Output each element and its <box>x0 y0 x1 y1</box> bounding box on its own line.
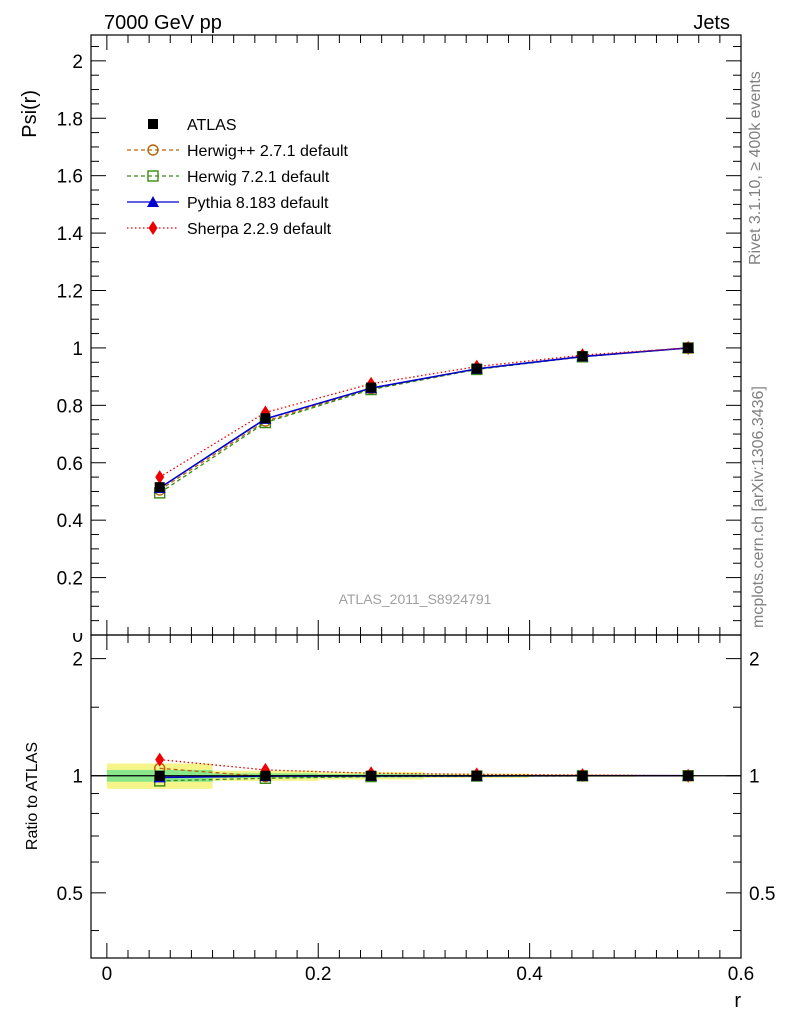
ratio-y-tick-label-right: 0.5 <box>749 884 775 905</box>
y-tick-label: 1 <box>72 339 83 360</box>
legend-item-herwigpp: Herwig++ 2.7.1 default <box>127 143 349 160</box>
legend-marker-atlas <box>148 119 158 129</box>
ratio-y-tick-label: 0.5 <box>57 884 83 905</box>
ratio-atlas-point <box>683 770 694 781</box>
main-sherpa-line <box>159 347 689 478</box>
main-herwigpp-line <box>159 347 689 491</box>
y-tick-label: 0 <box>72 626 83 647</box>
header-right: Jets <box>693 12 730 34</box>
ratio-y-tick-label: 1 <box>72 767 83 788</box>
ratio-atlas-point <box>260 770 271 781</box>
legend-marker-herwigpp <box>147 144 159 156</box>
legend-label-herwigpp: Herwig++ 2.7.1 default <box>187 143 349 160</box>
main-atlas-point <box>154 482 165 493</box>
x-tick-label: 0.6 <box>728 964 754 985</box>
main-atlas-point <box>366 382 377 393</box>
legend-item-herwig7: Herwig 7.2.1 default <box>127 169 330 186</box>
legend: ATLAS Herwig++ 2.7.1 default Herwig 7.2.1 … <box>127 117 349 238</box>
ratio-atlas-point <box>577 770 588 781</box>
ratio-atlas-point <box>471 770 482 781</box>
main-pythia-line <box>159 347 689 489</box>
y-tick-label: 1.4 <box>57 224 84 245</box>
main-sherpa-point <box>155 470 165 485</box>
main-herwig7-line <box>159 347 689 494</box>
main-atlas-point <box>577 351 588 362</box>
ratio-y-tick-label-right: 2 <box>749 650 760 671</box>
x-tick-label: 0.4 <box>516 964 543 985</box>
legend-marker-sherpa <box>148 221 158 235</box>
y-tick-label: 2 <box>72 52 83 73</box>
legend-label-herwig7: Herwig 7.2.1 default <box>187 169 330 186</box>
axis-label-mask <box>60 620 85 633</box>
ratio-plot-area <box>91 752 741 789</box>
legend-item-pythia: Pythia 8.183 default <box>127 195 329 212</box>
y-tick-label: 0.2 <box>57 569 83 590</box>
legend-label-sherpa: Sherpa 2.2.9 default <box>187 221 332 238</box>
legend-label-pythia: Pythia 8.183 default <box>187 195 329 212</box>
main-plot-area <box>153 340 695 499</box>
mcplots-label: mcplots.cern.ch [arXiv:1306.3436] <box>750 386 767 628</box>
legend-item-sherpa: Sherpa 2.2.9 default <box>127 221 332 238</box>
legend-label-atlas: ATLAS <box>187 117 237 134</box>
y-tick-label: 0.6 <box>57 454 83 475</box>
rivet-label: Rivet 3.1.10, ≥ 400k events <box>747 71 764 265</box>
main-atlas-point <box>471 363 482 374</box>
header-left: 7000 GeV pp <box>104 12 222 34</box>
ratio-panel: 0.5 0.5 1 1 2 2 0 0.2 0.4 0.6 <box>57 634 775 985</box>
ratio-axes: 0.5 0.5 1 1 2 2 0 0.2 0.4 0.6 <box>57 634 775 985</box>
y-tick-label: 0.4 <box>57 511 84 532</box>
ratio-atlas-point <box>154 770 165 781</box>
plot-frame <box>90 634 742 959</box>
legend-marker-pythia <box>147 196 159 207</box>
y-tick-label: 1.2 <box>57 282 83 303</box>
x-tick-label: 0 <box>102 964 113 985</box>
ratio-atlas-point <box>366 770 377 781</box>
main-atlas-point <box>260 413 271 424</box>
y-tick-label: 1.8 <box>57 109 83 130</box>
y-tick-label: 0.8 <box>57 396 83 417</box>
legend-marker-herwig7 <box>147 170 159 182</box>
x-axis-label: r <box>734 990 741 1012</box>
ratio-y-axis-label: Ratio to ATLAS <box>24 742 41 850</box>
ratio-y-tick-label-right: 1 <box>749 767 760 788</box>
main-panel: 0 0.2 0.4 0.6 0.8 1 1.2 1.4 1.6 1.8 2 <box>57 34 742 647</box>
legend-item-atlas: ATLAS <box>148 117 237 134</box>
y-tick-label: 1.6 <box>57 167 83 188</box>
x-tick-label: 0.2 <box>305 964 331 985</box>
ratio-sherpa-point <box>155 752 165 767</box>
main-y-axis-label: Psi(r) <box>19 90 41 138</box>
main-axes: 0 0.2 0.4 0.6 0.8 1 1.2 1.4 1.6 1.8 2 <box>57 34 742 647</box>
analysis-watermark: ATLAS_2011_S8924791 <box>339 591 492 607</box>
ratio-y-tick-label: 2 <box>72 650 83 671</box>
main-atlas-point <box>683 342 694 353</box>
